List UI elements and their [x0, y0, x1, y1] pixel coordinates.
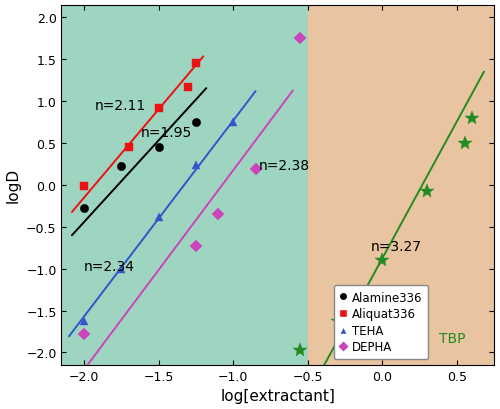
Text: TBP: TBP [439, 332, 466, 346]
Line: TEHA: TEHA [80, 119, 237, 326]
X-axis label: log[extractant]: log[extractant] [220, 389, 336, 403]
Aliquat336 [186, 85, 192, 90]
Line: TBP: TBP [294, 112, 479, 357]
DEPHA [298, 36, 304, 41]
DEPHA [193, 244, 199, 249]
DEPHA [215, 212, 221, 217]
Alamine336 [156, 145, 162, 150]
Text: n=2.11: n=2.11 [94, 99, 146, 113]
Aliquat336 [81, 184, 87, 189]
DEPHA [81, 332, 87, 337]
TEHA [156, 215, 162, 220]
Line: Alamine336: Alamine336 [80, 119, 200, 213]
Legend: Alamine336, Aliquat336, TEHA, DEPHA: Alamine336, Aliquat336, TEHA, DEPHA [334, 285, 428, 359]
Aliquat336 [156, 106, 162, 111]
Alamine336 [118, 164, 124, 169]
Y-axis label: logD: logD [6, 168, 20, 203]
TEHA [81, 319, 87, 324]
Text: n=3.27: n=3.27 [370, 240, 422, 254]
TEHA [230, 120, 236, 125]
TBP [380, 258, 386, 263]
TBP [469, 116, 475, 121]
Alamine336 [193, 120, 199, 125]
Aliquat336 [193, 62, 199, 67]
TEHA [118, 267, 124, 272]
Aliquat336 [126, 145, 132, 150]
TBP [462, 141, 468, 146]
TEHA [193, 163, 199, 168]
Line: DEPHA: DEPHA [80, 35, 304, 338]
Line: Aliquat336: Aliquat336 [80, 60, 200, 191]
Alamine336 [81, 206, 87, 211]
DEPHA [252, 167, 258, 172]
TBP [334, 319, 340, 324]
Bar [62, 6, 308, 365]
TBP [424, 190, 430, 195]
TBP [298, 348, 304, 353]
Text: n=1.95: n=1.95 [140, 126, 192, 140]
Text: n=2.38: n=2.38 [258, 158, 310, 173]
Text: n=2.34: n=2.34 [84, 260, 135, 274]
Bar [308, 6, 494, 365]
